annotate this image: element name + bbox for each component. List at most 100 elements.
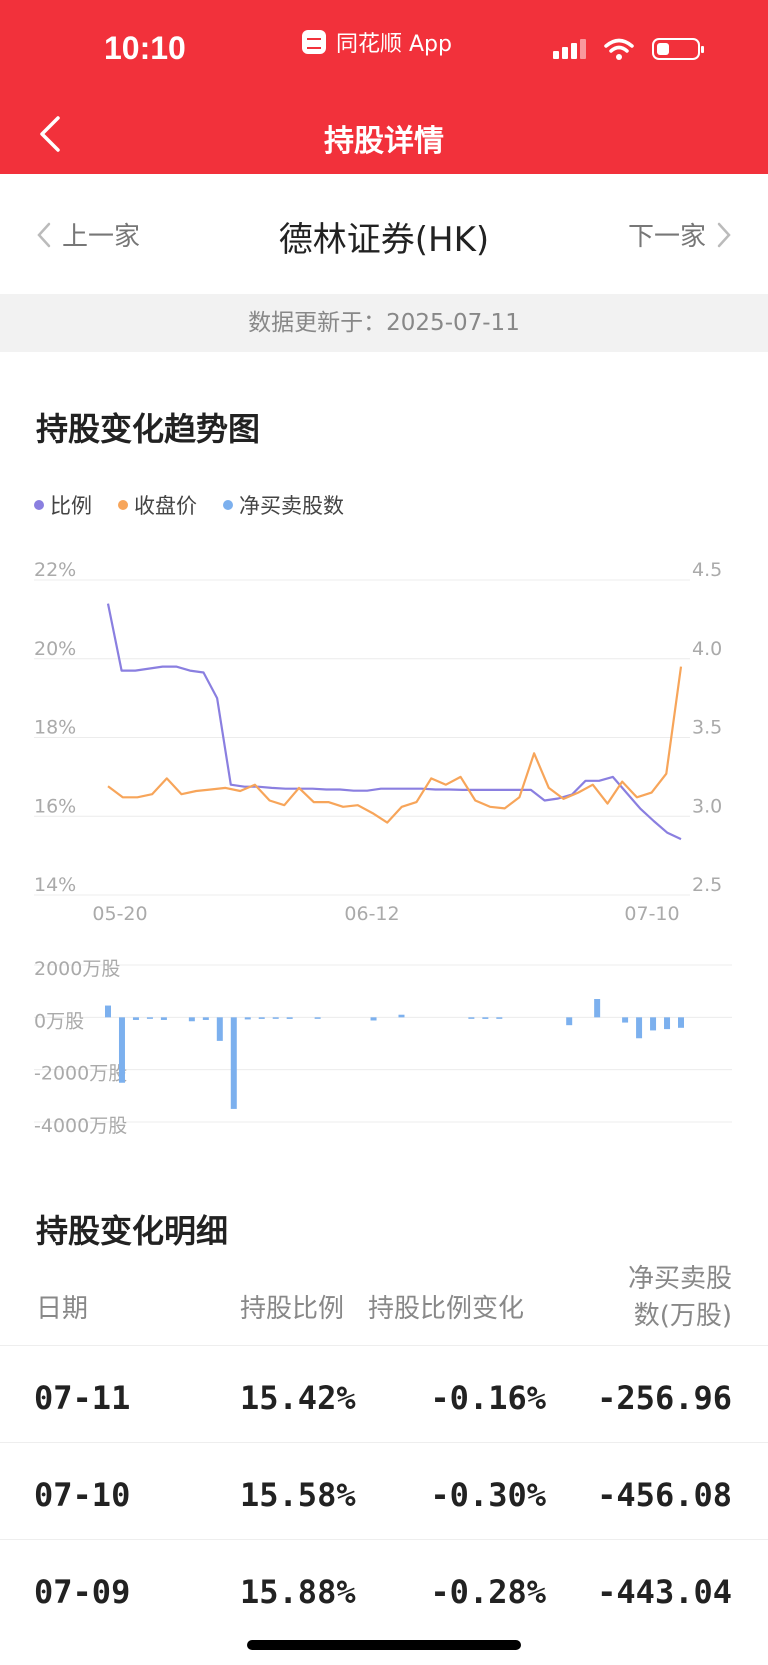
net-shares-bar — [202, 1017, 209, 1020]
chevron-left-icon — [37, 222, 51, 247]
y-tick: -4000万股 — [34, 1115, 127, 1137]
net-shares-bar — [314, 1017, 321, 1019]
net-shares-bar — [146, 1017, 153, 1019]
col-ratio: 持股比例 — [240, 1294, 345, 1324]
net-shares-bar — [230, 1017, 237, 1109]
y-tick-right: 4.0 — [692, 638, 722, 660]
y-tick-right: 4.5 — [692, 559, 722, 581]
legend-dot-icon — [118, 500, 128, 510]
table-row[interactable]: 07-11 15.42% -0.16% -256.96 — [0, 1345, 768, 1443]
net-shares-bar — [286, 1017, 293, 1019]
net-shares-bar — [244, 1017, 251, 1020]
net-shares-chart[interactable]: 2000万股 0万股 -2000万股 -4000万股 — [0, 950, 768, 1150]
y-tick-left: 18% — [34, 717, 76, 739]
table-row[interactable]: 07-09 15.88% -0.28% -443.04 — [0, 1539, 768, 1637]
row-ratio: 15.42% — [240, 1379, 356, 1417]
page-title: 持股详情 — [324, 124, 444, 159]
net-shares-bar — [482, 1017, 489, 1019]
col-net-shares-line2: 数(万股) — [633, 1301, 732, 1331]
net-shares-bar — [468, 1017, 475, 1019]
net-shares-bar — [160, 1017, 167, 1020]
net-shares-bar — [272, 1017, 279, 1019]
net-shares-bar — [370, 1017, 377, 1021]
chart-legend: 比例 收盘价 净买卖股数 — [34, 490, 344, 520]
net-shares-bar — [132, 1017, 139, 1020]
prev-company-label: 上一家 — [62, 222, 141, 252]
net-shares-bar — [216, 1017, 223, 1041]
row-net: -456.08 — [597, 1476, 732, 1514]
col-net-shares-line1: 净买卖股 — [627, 1264, 732, 1294]
row-ratio: 15.58% — [240, 1476, 356, 1514]
row-date: 07-10 — [34, 1476, 131, 1514]
app-logo-icon — [302, 30, 326, 54]
col-date: 日期 — [36, 1294, 89, 1324]
net-shares-bar — [496, 1017, 503, 1019]
y-tick-right: 3.5 — [692, 717, 722, 739]
legend-label: 收盘价 — [134, 494, 197, 518]
series-line-ratio — [106, 603, 682, 841]
net-shares-bar — [650, 1017, 657, 1031]
battery-icon — [652, 38, 704, 60]
col-net-shares: 净买卖股 数(万股) — [628, 1258, 732, 1332]
net-shares-bar — [105, 1005, 111, 1018]
y-tick: 2000万股 — [34, 958, 120, 980]
legend-item-ratio[interactable]: 比例 — [34, 490, 92, 520]
back-button[interactable] — [36, 114, 66, 154]
net-shares-bar — [258, 1017, 265, 1019]
app-badge[interactable]: 同花顺 App — [302, 26, 452, 58]
net-shares-bar — [398, 1014, 405, 1018]
series-line-close-price — [107, 666, 683, 824]
row-change: -0.16% — [430, 1379, 546, 1417]
company-name: 德林证券(HK) — [278, 220, 490, 260]
y-tick-left: 16% — [34, 795, 76, 817]
row-date: 07-09 — [34, 1573, 131, 1611]
row-date: 07-11 — [34, 1379, 131, 1417]
row-net: -443.04 — [597, 1573, 732, 1611]
next-company-button[interactable]: 下一家 — [628, 216, 732, 253]
y-tick: 0万股 — [34, 1010, 84, 1032]
holding-trend-chart[interactable]: 22% 4.5 20% 4.0 18% 3.5 16% 3.0 14% 2.5 05-20 06-12… — [0, 545, 768, 935]
net-shares-bar — [622, 1017, 629, 1023]
app-name: 同花顺 App — [336, 32, 452, 57]
wifi-icon — [604, 38, 634, 60]
row-ratio: 15.88% — [240, 1573, 356, 1611]
legend-label: 比例 — [50, 494, 92, 518]
net-shares-bar — [664, 1017, 671, 1030]
update-time: 数据更新于：2025-07-11 — [0, 294, 768, 352]
net-shares-bar — [118, 1017, 125, 1083]
x-tick: 07-10 — [624, 903, 679, 925]
y-tick: -2000万股 — [34, 1063, 127, 1085]
row-net: -256.96 — [597, 1379, 732, 1417]
net-shares-bar — [566, 1017, 573, 1026]
y-tick-left: 22% — [34, 559, 76, 581]
y-tick-right: 2.5 — [692, 874, 722, 896]
y-tick-right: 3.0 — [692, 795, 722, 817]
table-header: 日期 持股比例 持股比例变化 净买卖股 数(万股) — [0, 1264, 768, 1344]
chevron-right-icon — [717, 222, 731, 247]
legend-dot-icon — [34, 500, 44, 510]
row-change: -0.28% — [430, 1573, 546, 1611]
legend-label: 净买卖股数 — [239, 494, 344, 518]
signal-icon — [553, 39, 586, 59]
row-change: -0.30% — [430, 1476, 546, 1514]
company-switcher: 上一家 德林证券(HK) 下一家 — [0, 174, 768, 294]
legend-dot-icon — [223, 500, 233, 510]
next-company-label: 下一家 — [627, 222, 706, 252]
col-ratio-change: 持股比例变化 — [368, 1294, 525, 1324]
home-indicator[interactable] — [247, 1640, 521, 1650]
net-shares-bar — [678, 1017, 684, 1028]
app-header: 10:10 同花顺 App 持股详情 — [0, 0, 768, 174]
prev-company-button[interactable]: 上一家 — [36, 216, 140, 253]
net-shares-bar — [636, 1017, 643, 1039]
legend-item-close-price[interactable]: 收盘价 — [118, 490, 197, 520]
y-tick-left: 14% — [34, 874, 76, 896]
x-tick: 05-20 — [92, 903, 147, 925]
detail-section-title: 持股变化明细 — [36, 1212, 229, 1250]
table-row[interactable]: 07-10 15.58% -0.30% -456.08 — [0, 1442, 768, 1540]
x-tick: 06-12 — [344, 903, 399, 925]
legend-item-net-shares[interactable]: 净买卖股数 — [223, 490, 344, 520]
status-time: 10:10 — [104, 30, 186, 66]
y-tick-left: 20% — [34, 638, 76, 660]
net-shares-bar — [188, 1017, 195, 1022]
status-icons — [553, 38, 704, 60]
